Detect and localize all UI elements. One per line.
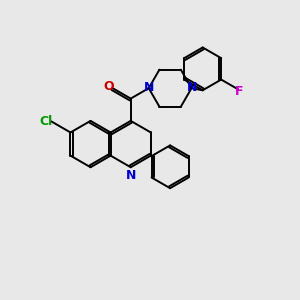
Text: N: N	[187, 81, 197, 94]
Text: F: F	[235, 85, 244, 98]
Text: Cl: Cl	[39, 115, 52, 128]
Text: N: N	[144, 81, 154, 94]
Text: O: O	[103, 80, 113, 93]
Text: N: N	[125, 169, 136, 182]
